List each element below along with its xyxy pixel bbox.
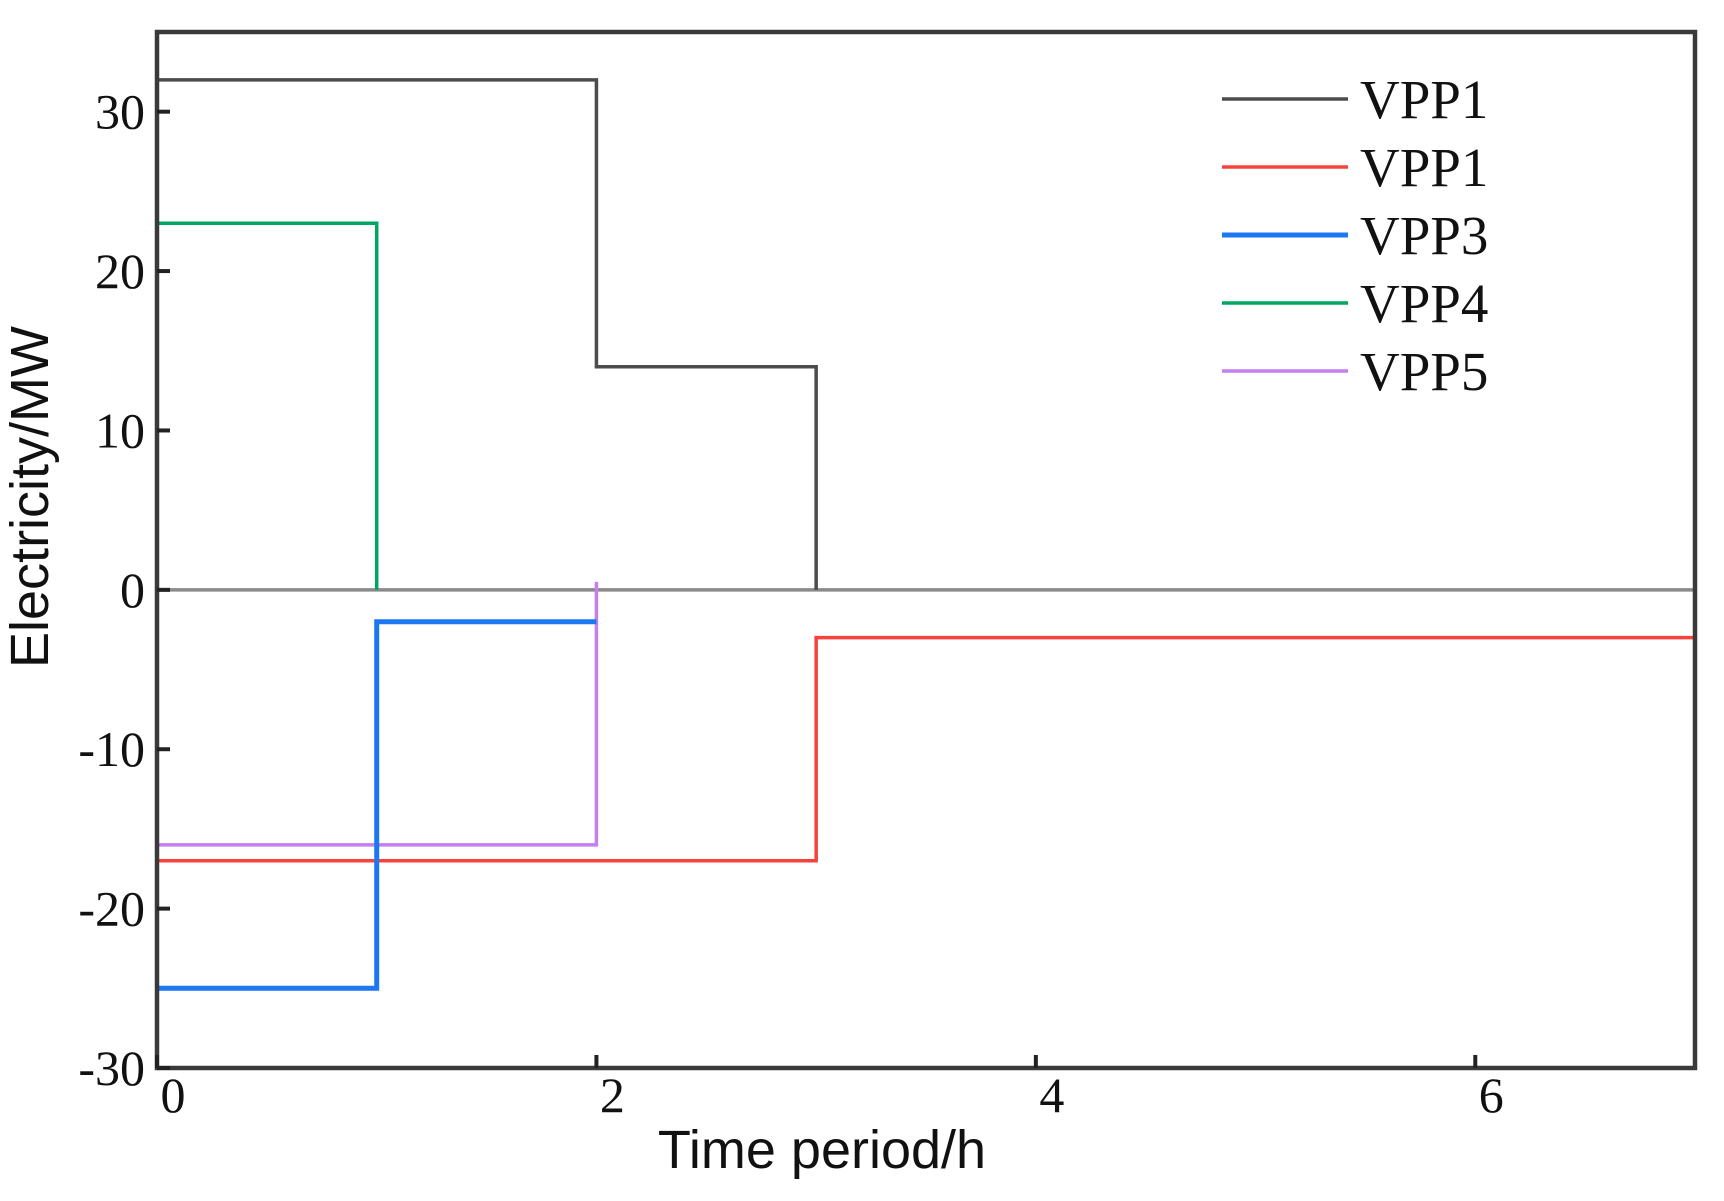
y-tick-label: -30: [78, 1040, 145, 1096]
legend-label-vpp3: VPP3: [1360, 205, 1488, 266]
x-tick-label: 6: [1479, 1067, 1504, 1123]
plot-frame: [154, 29, 1698, 1071]
legend-label-vpp1: VPP1: [1360, 137, 1488, 198]
legend-label-vpp4: VPP4: [1360, 273, 1488, 334]
series-line-vpp4: [157, 221, 379, 590]
legend-label-vpp5: VPP5: [1360, 341, 1488, 402]
y-tick-label: 0: [120, 562, 145, 618]
x-axis-title: Time period/h: [658, 1120, 986, 1180]
series-line-vpp1: [157, 78, 818, 590]
y-tick-label: 30: [95, 84, 145, 140]
x-tick-label: 2: [600, 1067, 625, 1123]
series-line-vpp5: [157, 581, 599, 847]
y-tick-label: -20: [78, 881, 145, 937]
x-tick-label: 4: [1039, 1067, 1064, 1123]
x-tick-label: 0: [161, 1067, 186, 1123]
y-tick-label: 20: [95, 243, 145, 299]
legend-label-vpp1: VPP1: [1360, 69, 1488, 130]
y-tick-label: 10: [95, 402, 145, 458]
series-layer: [157, 78, 1695, 991]
x-axis: 0 2 4 6: [155, 1055, 1504, 1123]
legend: VPP1 VPP1 VPP3 VPP4 VPP5: [1222, 69, 1488, 402]
series-line-vpp1: [157, 635, 1695, 863]
series-line-vpp3: [157, 619, 597, 991]
y-tick-label: -10: [78, 721, 145, 777]
y-axis-title: Electricity/MW: [0, 326, 60, 668]
y-axis: 30 20 10 0 -10 -20 -30: [78, 84, 170, 1096]
